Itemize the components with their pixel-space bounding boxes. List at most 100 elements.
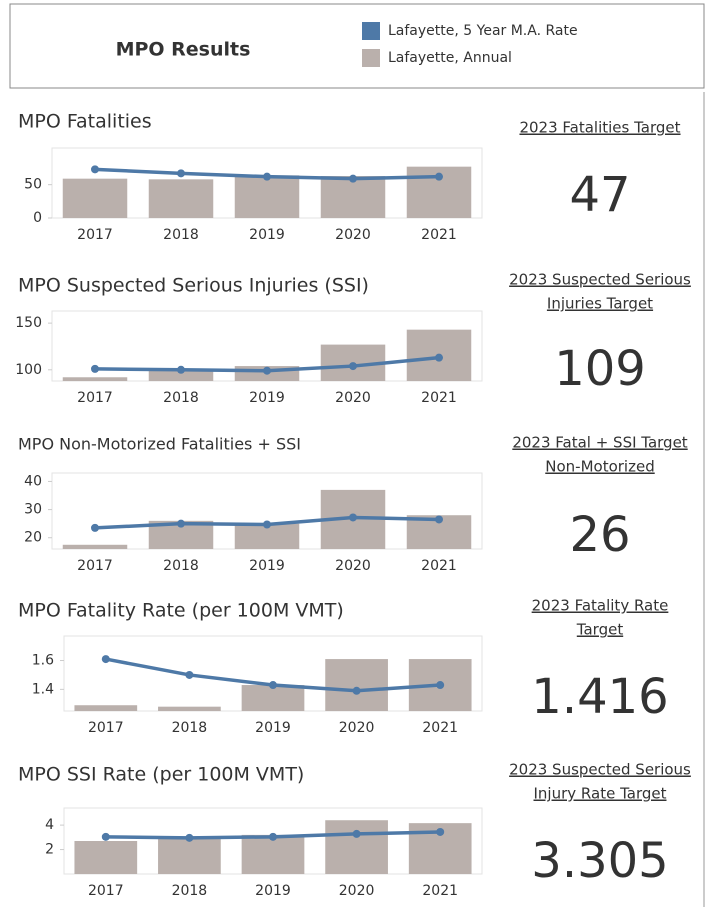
chart-title: MPO SSI Rate (per 100M VMT): [18, 764, 304, 786]
chart-title: MPO Fatalities: [18, 111, 152, 133]
ma-point: [101, 655, 110, 664]
x-tick-label: 2018: [172, 720, 208, 736]
target-value: 1.416: [531, 669, 668, 725]
x-tick-label: 2020: [339, 883, 375, 899]
target-label: 2023 Fatalities Target: [519, 119, 680, 137]
target-value: 3.305: [531, 833, 668, 889]
x-tick-label: 2018: [172, 883, 208, 899]
x-tick-label: 2021: [421, 227, 457, 243]
chart-title: MPO Fatality Rate (per 100M VMT): [18, 600, 344, 622]
ma-point: [349, 174, 357, 183]
y-tick-label: 20: [24, 530, 42, 546]
x-tick-label: 2018: [163, 390, 199, 406]
bar: [325, 820, 388, 874]
x-tick-label: 2019: [249, 558, 285, 574]
x-tick-label: 2018: [163, 227, 199, 243]
target-label: Target: [576, 621, 624, 639]
x-tick-label: 2020: [339, 720, 375, 736]
ma-point: [352, 829, 361, 838]
target-label: 2023 Fatal + SSI Target: [512, 434, 687, 452]
y-tick-label: 0: [33, 210, 42, 226]
ma-point: [436, 681, 445, 690]
x-tick-label: 2017: [77, 558, 113, 574]
x-tick-label: 2019: [249, 390, 285, 406]
ma-point: [435, 172, 443, 181]
legend-label: Lafayette, Annual: [388, 50, 512, 66]
x-tick-label: 2019: [249, 227, 285, 243]
x-tick-label: 2021: [422, 720, 458, 736]
x-tick-label: 2017: [77, 390, 113, 406]
ma-point: [101, 832, 110, 841]
ma-point: [349, 362, 357, 371]
bar: [62, 377, 128, 381]
y-tick-label: 4: [45, 817, 54, 833]
ma-point: [352, 686, 361, 695]
legend-label: Lafayette, 5 Year M.A. Rate: [388, 23, 578, 39]
target-label: Injury Rate Target: [534, 785, 667, 803]
ma-point: [91, 523, 99, 532]
ma-point: [185, 833, 194, 842]
bar: [158, 837, 221, 874]
y-tick-label: 1.4: [32, 681, 54, 697]
ma-point: [263, 172, 271, 181]
legend-swatch: [362, 49, 380, 67]
ma-point: [91, 165, 99, 174]
x-tick-label: 2017: [88, 883, 124, 899]
y-tick-label: 50: [24, 177, 42, 193]
y-tick-label: 2: [45, 842, 54, 858]
target-value: 47: [569, 167, 630, 223]
x-tick-label: 2019: [255, 720, 291, 736]
header-title: MPO Results: [116, 39, 251, 61]
bar: [325, 659, 388, 711]
ma-point: [177, 169, 185, 178]
chart-title: MPO Suspected Serious Injuries (SSI): [18, 275, 369, 297]
x-tick-label: 2017: [77, 227, 113, 243]
bar: [62, 178, 128, 218]
x-tick-label: 2021: [421, 558, 457, 574]
target-label: 2023 Suspected Serious: [509, 271, 691, 289]
bar: [74, 841, 138, 874]
ma-point: [177, 365, 185, 374]
y-tick-label: 1.6: [32, 653, 54, 669]
bar: [241, 685, 305, 711]
ma-point: [263, 520, 271, 529]
target-label: Non-Motorized: [545, 458, 654, 476]
bar: [320, 176, 386, 218]
header-box: [9, 3, 705, 89]
ma-point: [269, 681, 277, 690]
target-label: Injuries Target: [547, 295, 653, 313]
ma-point: [263, 366, 271, 375]
ma-point: [91, 364, 99, 373]
target-value: 26: [569, 507, 630, 563]
x-tick-label: 2018: [163, 558, 199, 574]
bar: [241, 834, 305, 874]
ma-point: [177, 519, 185, 528]
bar: [234, 175, 300, 218]
x-tick-label: 2021: [422, 883, 458, 899]
target-value: 109: [554, 341, 646, 397]
x-tick-label: 2020: [335, 390, 371, 406]
chart-title: MPO Non-Motorized Fatalities + SSI: [18, 435, 301, 454]
x-tick-label: 2020: [335, 558, 371, 574]
bar: [74, 705, 138, 711]
y-tick-label: 40: [24, 473, 42, 489]
x-tick-label: 2017: [88, 720, 124, 736]
ma-point: [435, 353, 443, 362]
bar: [62, 544, 128, 549]
bar: [148, 368, 214, 381]
y-tick-label: 30: [24, 502, 42, 518]
target-label: 2023 Fatality Rate: [532, 597, 669, 615]
y-tick-label: 100: [15, 362, 42, 378]
ma-point: [436, 827, 445, 836]
ma-point: [349, 513, 357, 522]
x-tick-label: 2019: [255, 883, 291, 899]
x-tick-label: 2020: [335, 227, 371, 243]
bar: [158, 706, 221, 711]
bar: [148, 179, 214, 218]
target-label: 2023 Suspected Serious: [509, 761, 691, 779]
legend-swatch: [362, 22, 380, 40]
ma-point: [435, 515, 443, 524]
ma-point: [269, 832, 277, 841]
